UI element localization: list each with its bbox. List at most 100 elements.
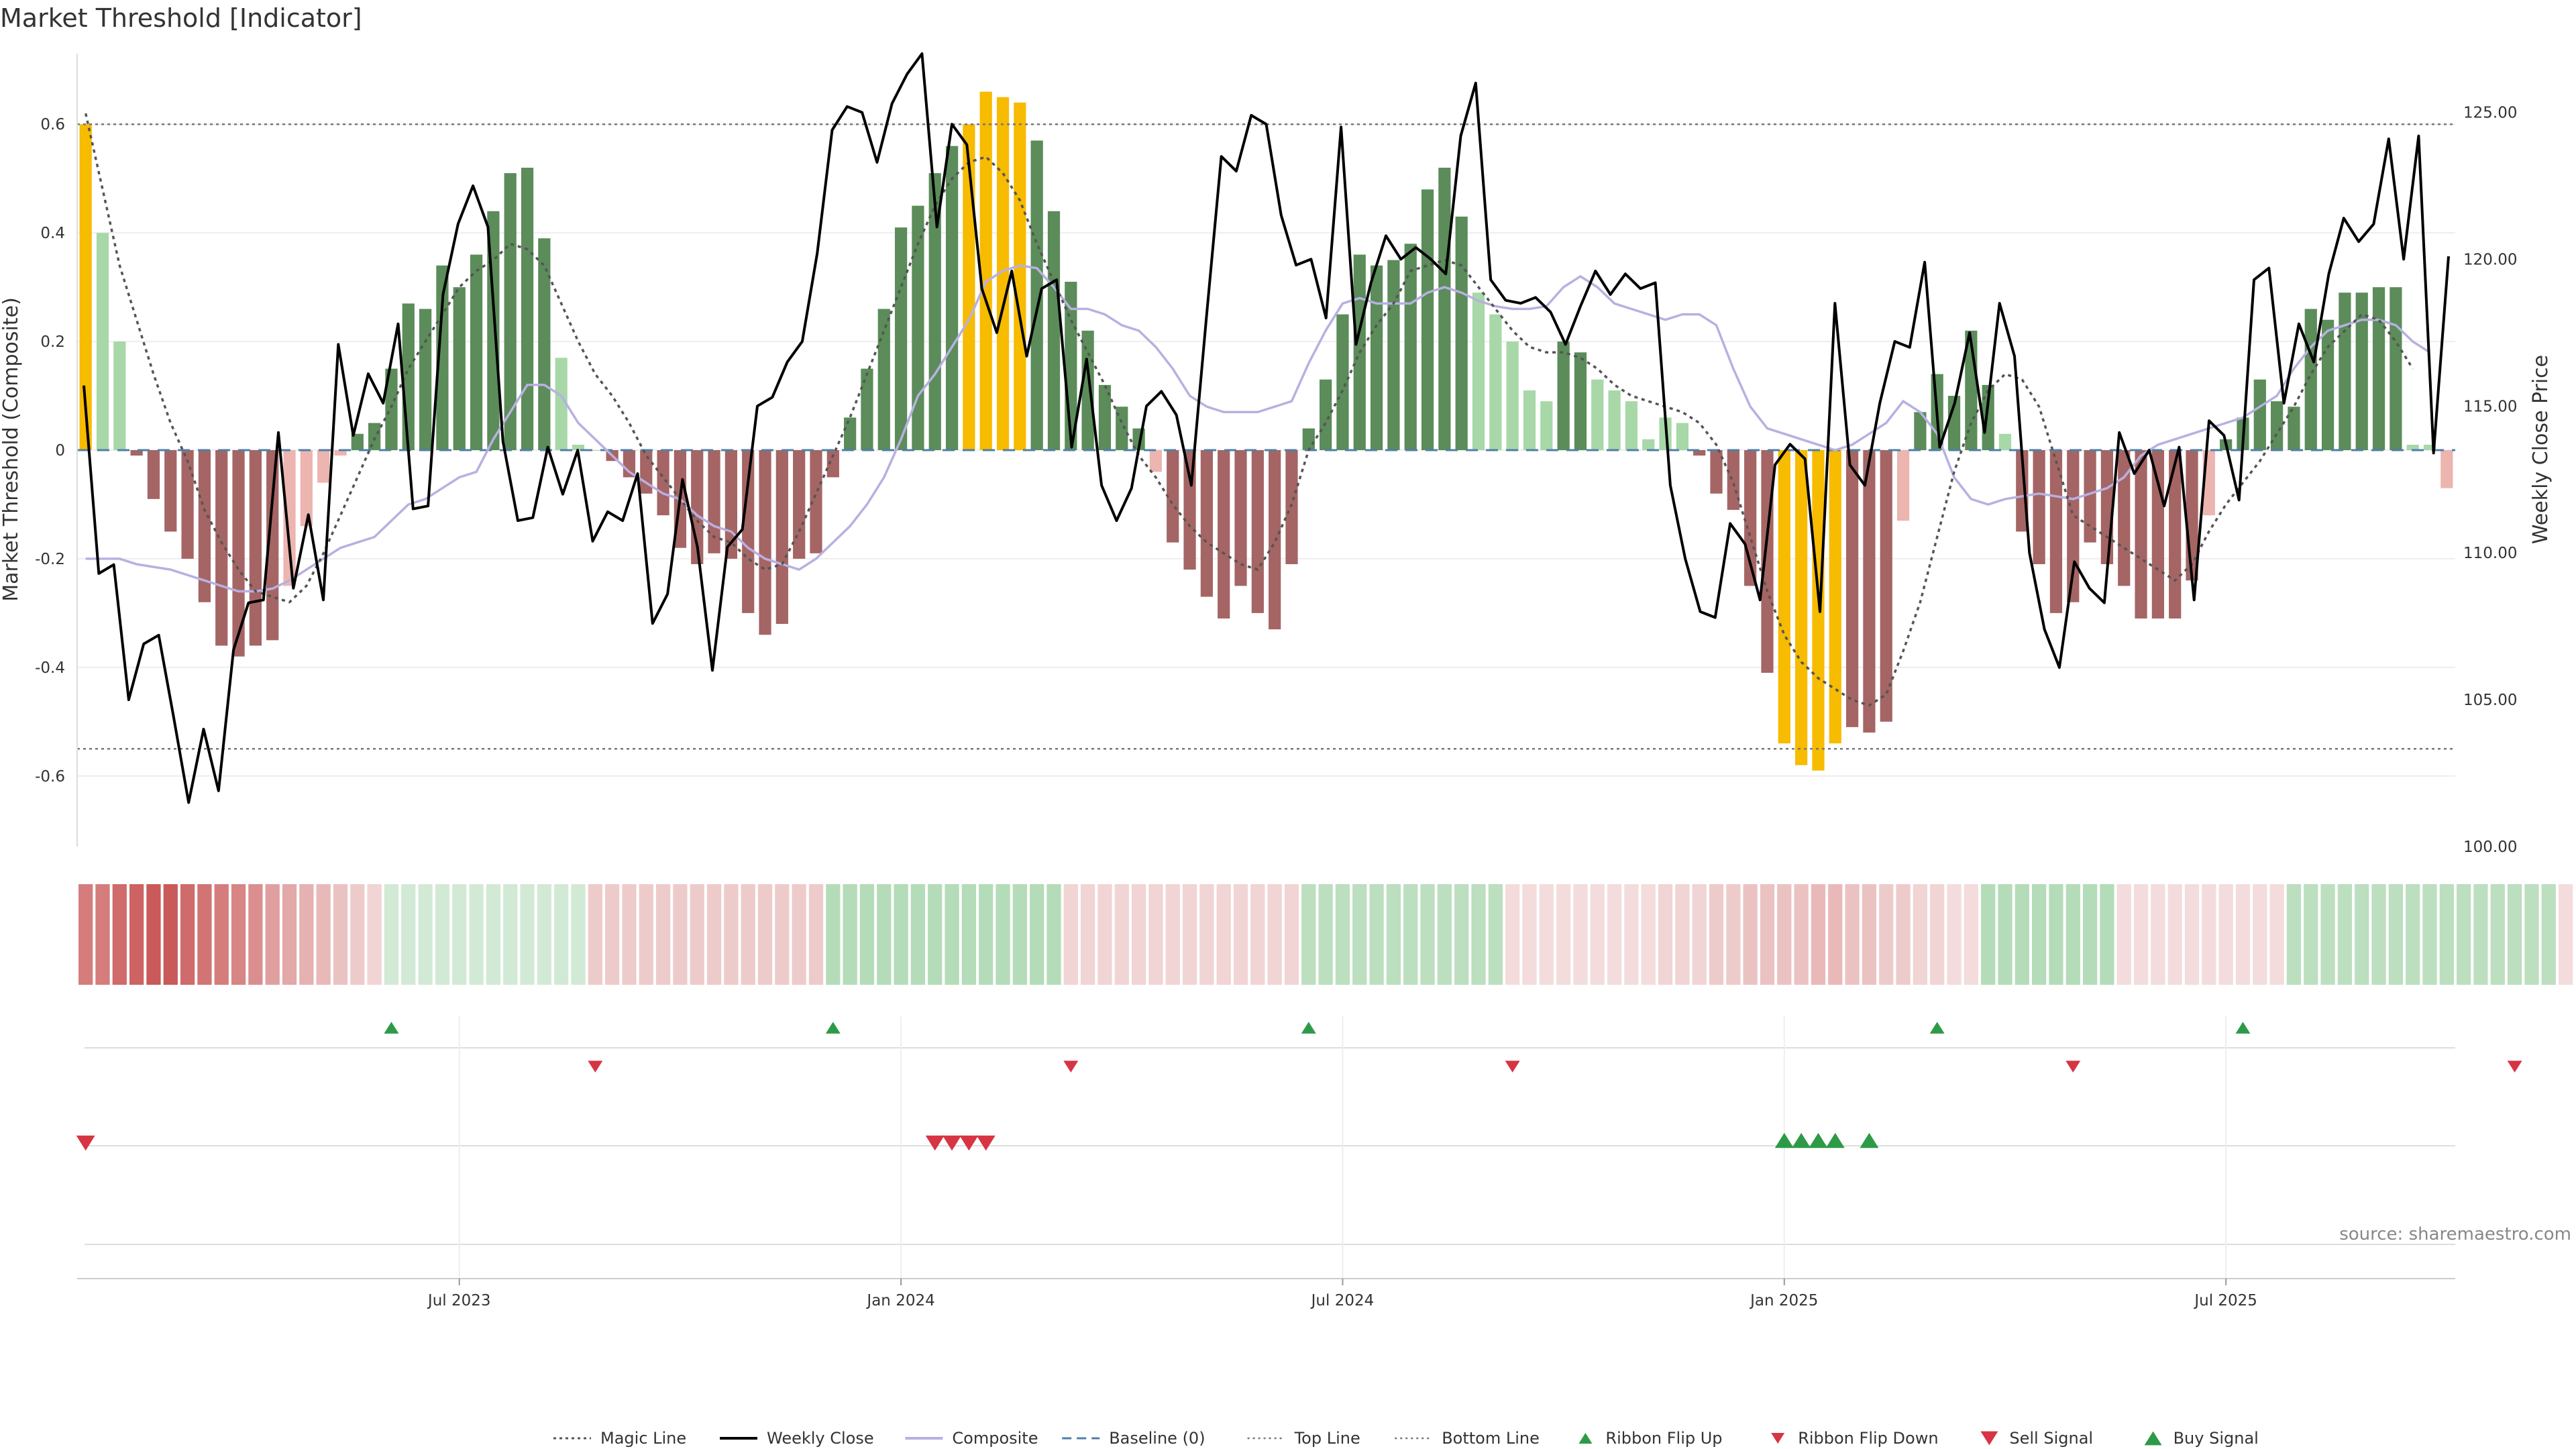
ribbon-flip-up-marker [825,1022,841,1034]
series-lines [77,52,2455,804]
left-tick-label: -0.4 [35,659,65,677]
source-text: source: sharemaestro.com [2339,1224,2571,1244]
ribbon-cell [979,884,994,985]
ribbon-flip-up-marker [384,1022,399,1034]
axes: 0.6 0.4 0.2 0 -0.2 -0.4 -0.6 125.00 120.00 115.00… [35,54,2517,856]
ribbon-cell [1250,884,1265,985]
ribbon-cell [2439,884,2454,985]
composite-bar [1438,168,1451,450]
composite-bar [198,450,211,602]
composite-bar [1320,379,1332,450]
composite-bar [147,450,160,499]
ribbon-cell [1522,884,1537,985]
ribbon-cell [1335,884,1350,985]
composite-bar [1506,341,1519,450]
composite-bar [759,450,771,635]
x-tick-label: Jan 2025 [1749,1292,1818,1309]
composite-bar [2151,450,2164,619]
ribbon-cell [604,884,620,985]
ribbon-cell [418,884,433,985]
composite-bar [2440,450,2453,488]
composite-bar [1081,330,1094,450]
composite-bar [2390,287,2402,450]
composite-bar [2304,309,2317,450]
ribbon-cell [2082,884,2098,985]
left-tick-label: 0.4 [40,225,65,242]
ribbon-cell [859,884,875,985]
composite-bar [1302,428,1315,450]
ribbon-cell [706,884,722,985]
ribbon-cell [1437,884,1452,985]
ribbon-cell [1505,884,1520,985]
ribbon-cell [1012,884,1027,985]
ribbon-cell [1641,884,1656,985]
legend-item: Ribbon Flip Up [1578,1429,1723,1448]
legend-item: Weekly Close [720,1429,874,1448]
ribbon-cell [877,884,892,985]
ribbon-cell [2371,884,2386,985]
ribbon-cell [129,884,144,985]
composite-bar [538,238,551,450]
composite-bar [300,450,313,527]
legend-label: Sell Signal [2009,1429,2093,1448]
ribbon-cell [1454,884,1469,985]
ribbon-cell [520,884,535,985]
legend-label: Weekly Close [767,1429,874,1448]
ribbon-cell [894,884,908,985]
ribbon-cell [248,884,263,985]
ribbon-cell [282,884,297,985]
composite-bar [1914,412,1927,450]
right-axis-title: Weekly Close Price [2529,355,2553,544]
composite-bar [1014,102,1026,450]
composite-bar [351,433,364,450]
legend-item: Composite [905,1429,1038,1448]
composite-bar [2169,450,2182,619]
composite-bar [844,417,857,450]
composite-bar [1540,401,1553,450]
ribbon-cell [537,884,551,985]
x-tick-label: Jul 2025 [2193,1292,2257,1309]
ribbon-cell [1488,884,1503,985]
legend-item: Ribbon Flip Down [1771,1429,1939,1448]
ribbon-cell [1114,884,1129,985]
right-tick-label: 125.00 [2463,105,2517,122]
composite-bar [1387,260,1400,450]
ribbon-cell [2355,884,2369,985]
composite-bar [1829,450,1841,744]
composite-bar [521,168,534,450]
composite-bar [453,287,466,450]
ribbon-cell [1046,884,1061,985]
left-tick-label: -0.2 [35,551,65,568]
ribbon-cell [554,884,569,985]
sell-signal-marker [925,1135,945,1151]
composite-bar [793,450,806,559]
ribbon-cell [1607,884,1622,985]
composite-bar [96,233,109,450]
composite-bar [1336,314,1349,450]
ribbon-cell [1063,884,1078,985]
ribbon-cell [622,884,637,985]
ribbon-cell [655,884,671,985]
left-tick-label: 0.2 [40,333,65,351]
composite-bar [1370,265,1383,450]
ribbon-cell [673,884,688,985]
ribbon-flip-up-marker [1929,1022,1945,1034]
ribbon-cell [1216,884,1231,985]
composite-bar [1676,423,1688,450]
composite-bar [810,450,822,553]
buy-signal-marker [1774,1132,1794,1148]
ribbon-cell [961,884,977,985]
ribbon-cell [333,884,348,985]
ribbon-cell [2388,884,2404,985]
ribbon-cell [1182,884,1197,985]
ribbon-cell [112,884,127,985]
composite-bar [1149,450,1163,472]
composite-bar [249,450,262,646]
ribbon-cell [1403,884,1418,985]
right-tick-label: 115.00 [2463,398,2517,415]
composite-bar [2406,444,2419,450]
legend-item: Baseline (0) [1062,1429,1205,1448]
composite-bar [1642,439,1655,450]
composite-bar [130,450,143,456]
magic-line [84,113,2414,707]
